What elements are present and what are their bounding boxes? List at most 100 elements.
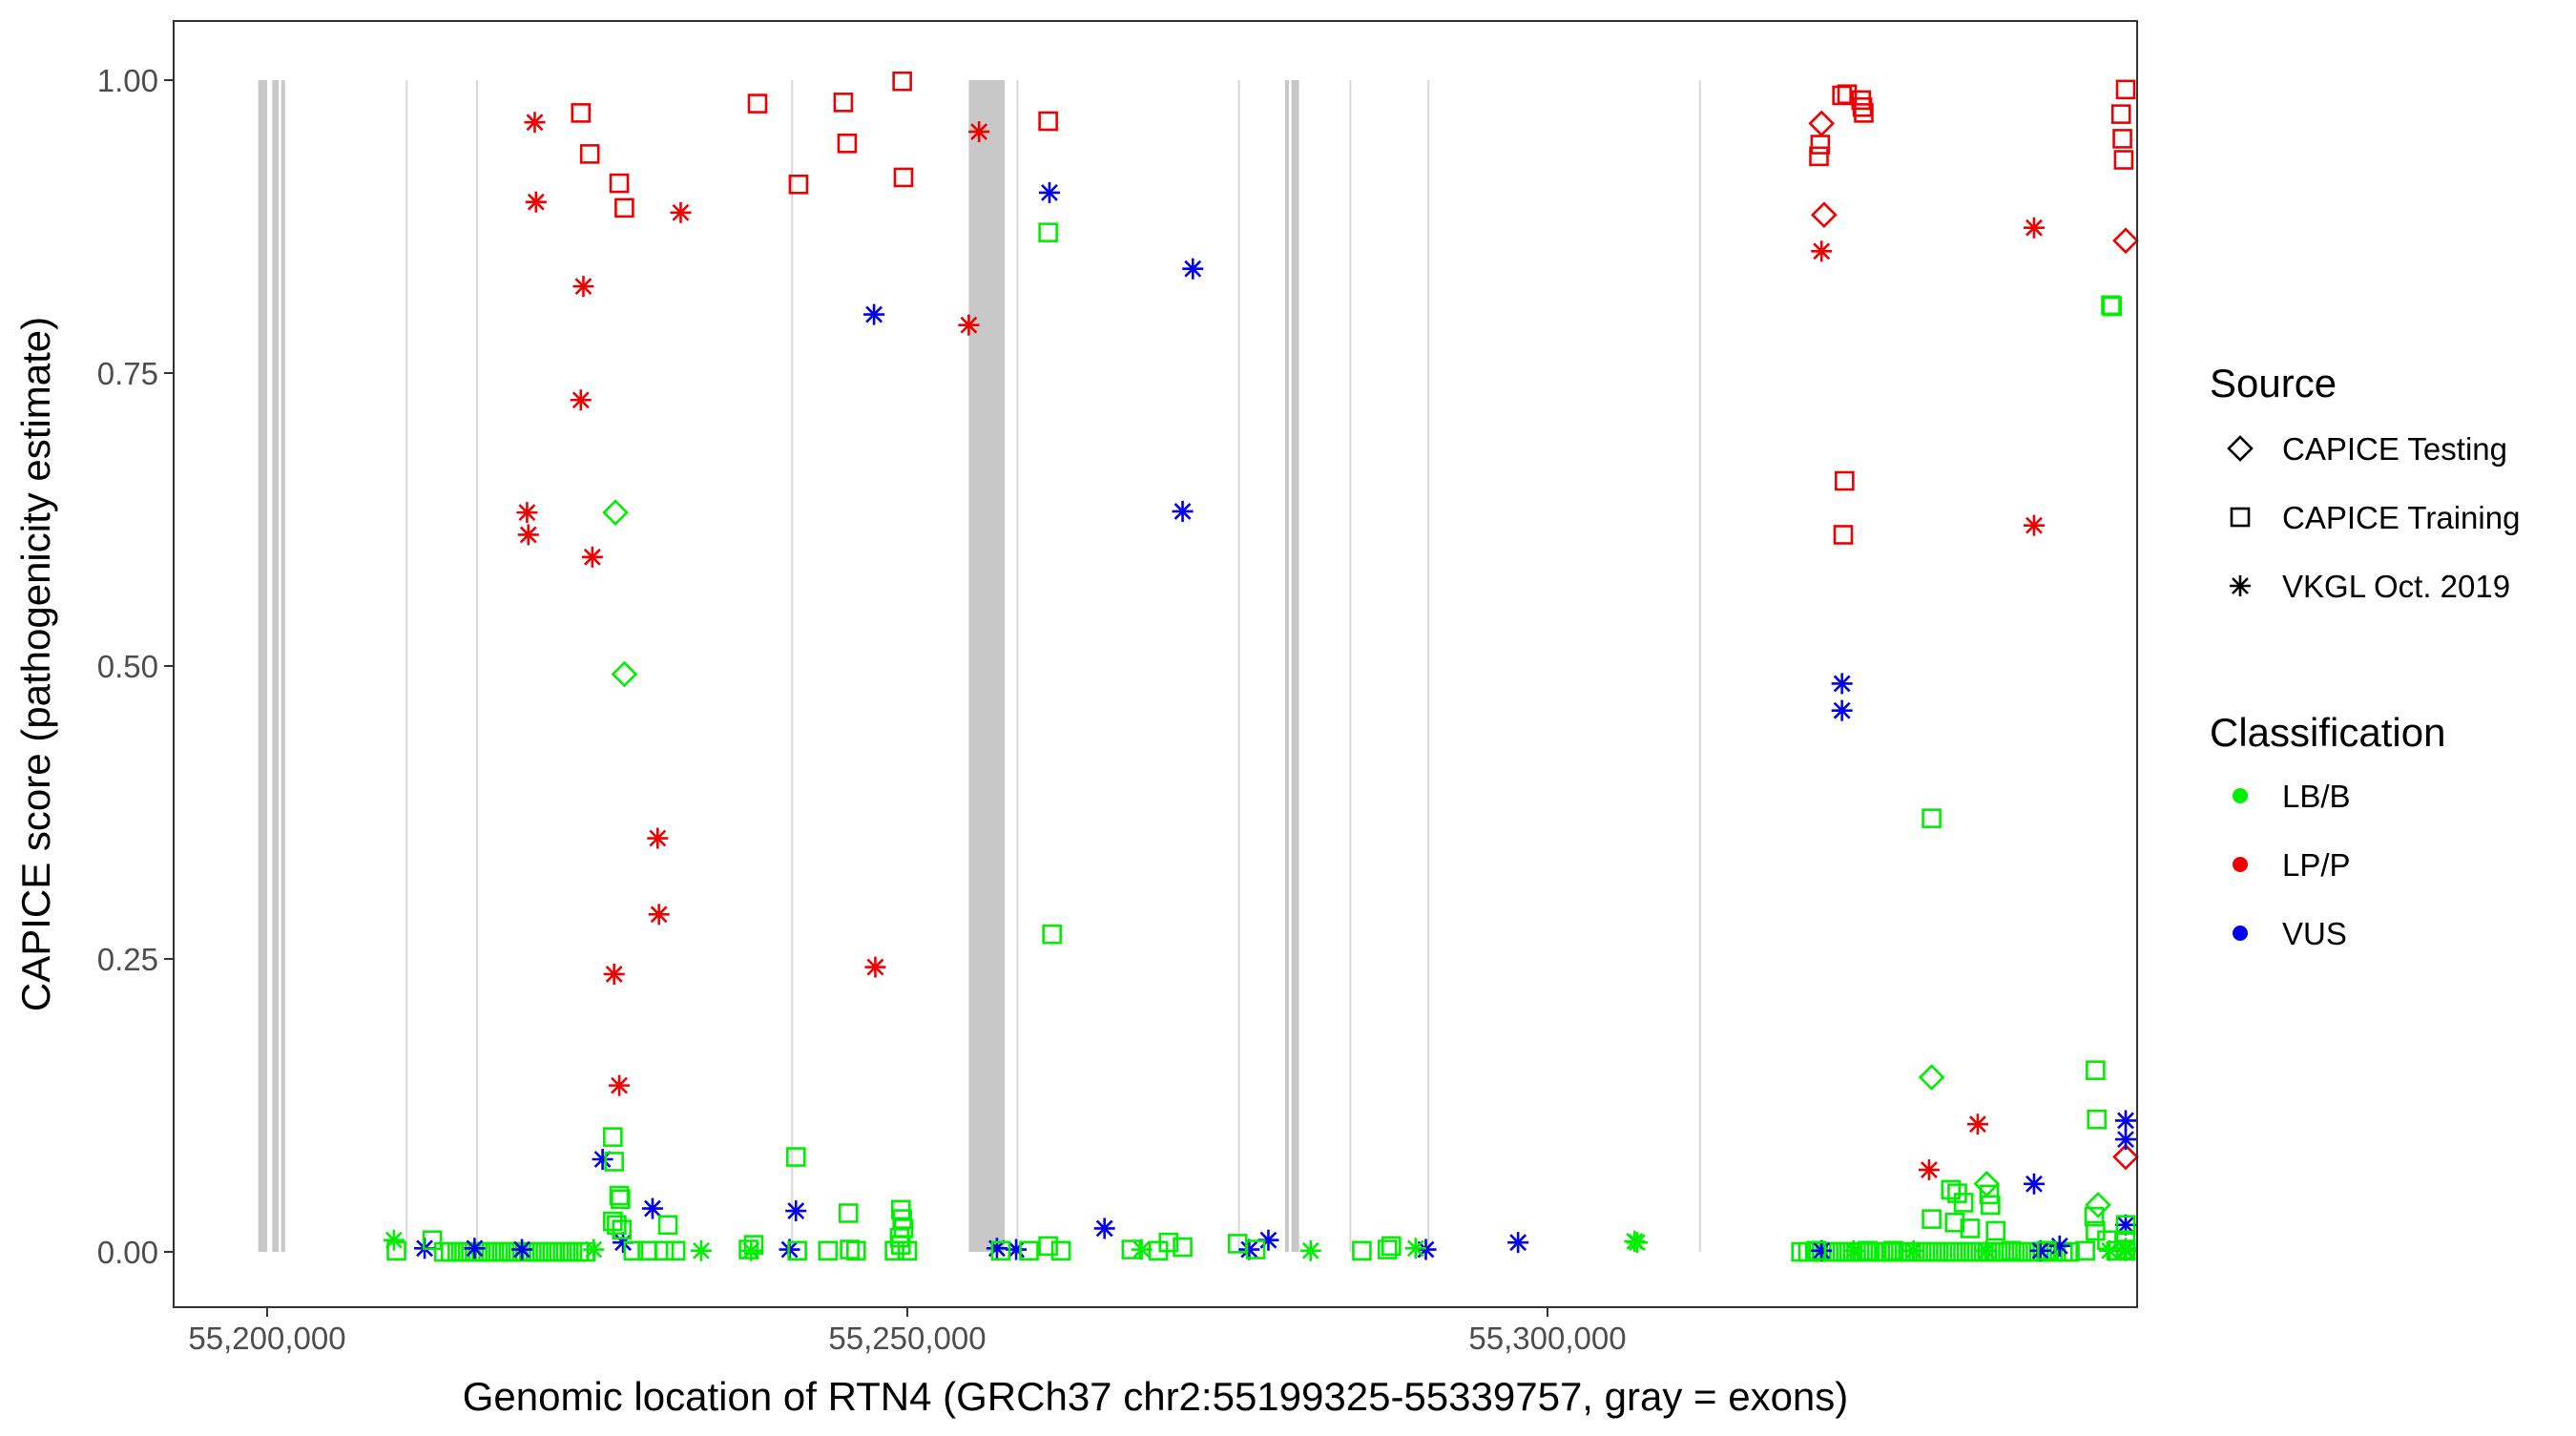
legend-class-title: Classification bbox=[2210, 710, 2445, 755]
data-point bbox=[2113, 150, 2134, 170]
data-point bbox=[614, 198, 634, 219]
data-point bbox=[1902, 1239, 1924, 1261]
data-point bbox=[1883, 1240, 1903, 1261]
plot-panel-border bbox=[173, 20, 2138, 1308]
data-points bbox=[383, 71, 2139, 1262]
legend-class-swatch bbox=[2233, 788, 2248, 803]
data-point bbox=[1810, 135, 1831, 155]
data-point bbox=[1833, 525, 1854, 545]
axes: 0.00 0.25 0.50 0.75 1.00 55,200,000 55,250,000… bbox=[97, 63, 1627, 1356]
data-point bbox=[1806, 1240, 1827, 1261]
data-point bbox=[2115, 1110, 2136, 1132]
data-point bbox=[788, 174, 809, 195]
data-point bbox=[837, 134, 858, 154]
data-point bbox=[2060, 1241, 2080, 1262]
data-point bbox=[990, 1240, 1011, 1261]
data-point bbox=[1941, 1179, 1962, 1200]
exon-layer bbox=[258, 80, 1701, 1252]
data-point bbox=[2110, 104, 2131, 124]
data-point bbox=[2029, 1239, 2051, 1261]
data-point bbox=[838, 1203, 859, 1223]
data-point bbox=[1811, 1239, 1833, 1261]
data-point bbox=[1038, 222, 1058, 242]
y-tick-label: 0.75 bbox=[97, 356, 158, 391]
exon-band bbox=[1291, 80, 1299, 1252]
data-point bbox=[785, 1147, 806, 1167]
data-point bbox=[1093, 1217, 1115, 1239]
data-point bbox=[570, 389, 592, 411]
exon-band bbox=[258, 80, 267, 1252]
data-point bbox=[2023, 514, 2045, 536]
data-point bbox=[1832, 85, 1852, 106]
data-point bbox=[517, 524, 539, 546]
data-point bbox=[1852, 96, 1873, 117]
data-point bbox=[2023, 1173, 2045, 1195]
data-point bbox=[1158, 1232, 1179, 1253]
data-point bbox=[1131, 1238, 1153, 1260]
legend-class-swatch bbox=[2233, 926, 2248, 941]
data-point bbox=[603, 963, 625, 985]
data-point bbox=[1831, 673, 1853, 695]
data-point bbox=[383, 1229, 405, 1251]
data-point bbox=[602, 499, 629, 526]
data-point bbox=[2075, 1240, 2095, 1261]
data-point bbox=[611, 660, 638, 688]
data-point bbox=[1966, 1113, 1988, 1135]
data-point bbox=[607, 1215, 627, 1236]
data-point bbox=[1918, 1064, 1945, 1091]
data-point bbox=[1507, 1232, 1529, 1254]
x-tick-label: 55,200,000 bbox=[188, 1321, 345, 1356]
data-point bbox=[525, 191, 547, 213]
data-point bbox=[1918, 1159, 1940, 1181]
data-point bbox=[863, 303, 885, 325]
data-point bbox=[1381, 1236, 1402, 1257]
data-point bbox=[747, 94, 768, 114]
data-point bbox=[1981, 1195, 2001, 1216]
data-point bbox=[1837, 84, 1858, 105]
data-point bbox=[1985, 1220, 2005, 1241]
legend-symbol-asterisk bbox=[2230, 575, 2251, 596]
legend-source-label: VKGL Oct. 2019 bbox=[2282, 569, 2510, 604]
data-point bbox=[579, 144, 600, 164]
data-point bbox=[1960, 1218, 1981, 1238]
data-point bbox=[1050, 1240, 1071, 1261]
legend-class-swatch bbox=[2233, 857, 2248, 872]
data-point bbox=[2115, 79, 2136, 100]
data-point bbox=[818, 1240, 839, 1261]
exon-band bbox=[272, 80, 280, 1252]
data-point bbox=[2023, 217, 2045, 239]
data-point bbox=[2112, 1143, 2139, 1171]
data-point bbox=[897, 1240, 918, 1261]
legend: Source CAPICE Testing CAPICE Training VKGL… bbox=[2210, 361, 2520, 951]
data-point bbox=[958, 314, 980, 336]
data-point bbox=[1299, 1239, 1321, 1261]
data-point bbox=[787, 1240, 807, 1261]
data-point bbox=[1626, 1232, 1648, 1254]
data-point bbox=[1038, 111, 1058, 132]
data-point bbox=[1182, 258, 1204, 280]
legend-source-label: CAPICE Training bbox=[2282, 500, 2520, 535]
data-point bbox=[740, 1239, 762, 1261]
data-point bbox=[641, 1197, 663, 1219]
data-point bbox=[2048, 1235, 2070, 1257]
data-point bbox=[2087, 1109, 2108, 1130]
data-point bbox=[657, 1215, 678, 1236]
y-tick-label: 0.00 bbox=[97, 1235, 158, 1270]
legend-symbol-square bbox=[2230, 507, 2251, 528]
x-axis-label: Genomic location of RTN4 (GRCh37 chr2:55… bbox=[463, 1374, 1849, 1419]
data-point bbox=[2115, 1239, 2136, 1261]
data-point bbox=[1172, 500, 1194, 522]
y-tick-label: 0.50 bbox=[97, 649, 158, 684]
data-point bbox=[609, 173, 630, 194]
data-point bbox=[516, 502, 538, 524]
data-point bbox=[1019, 1240, 1039, 1261]
data-point bbox=[1245, 1239, 1266, 1259]
data-point bbox=[968, 121, 990, 143]
data-point bbox=[511, 1238, 533, 1260]
data-point bbox=[2037, 1240, 2057, 1261]
data-point bbox=[884, 1240, 904, 1261]
data-point bbox=[572, 276, 594, 298]
data-point bbox=[2086, 1060, 2106, 1080]
data-point bbox=[583, 1238, 605, 1260]
